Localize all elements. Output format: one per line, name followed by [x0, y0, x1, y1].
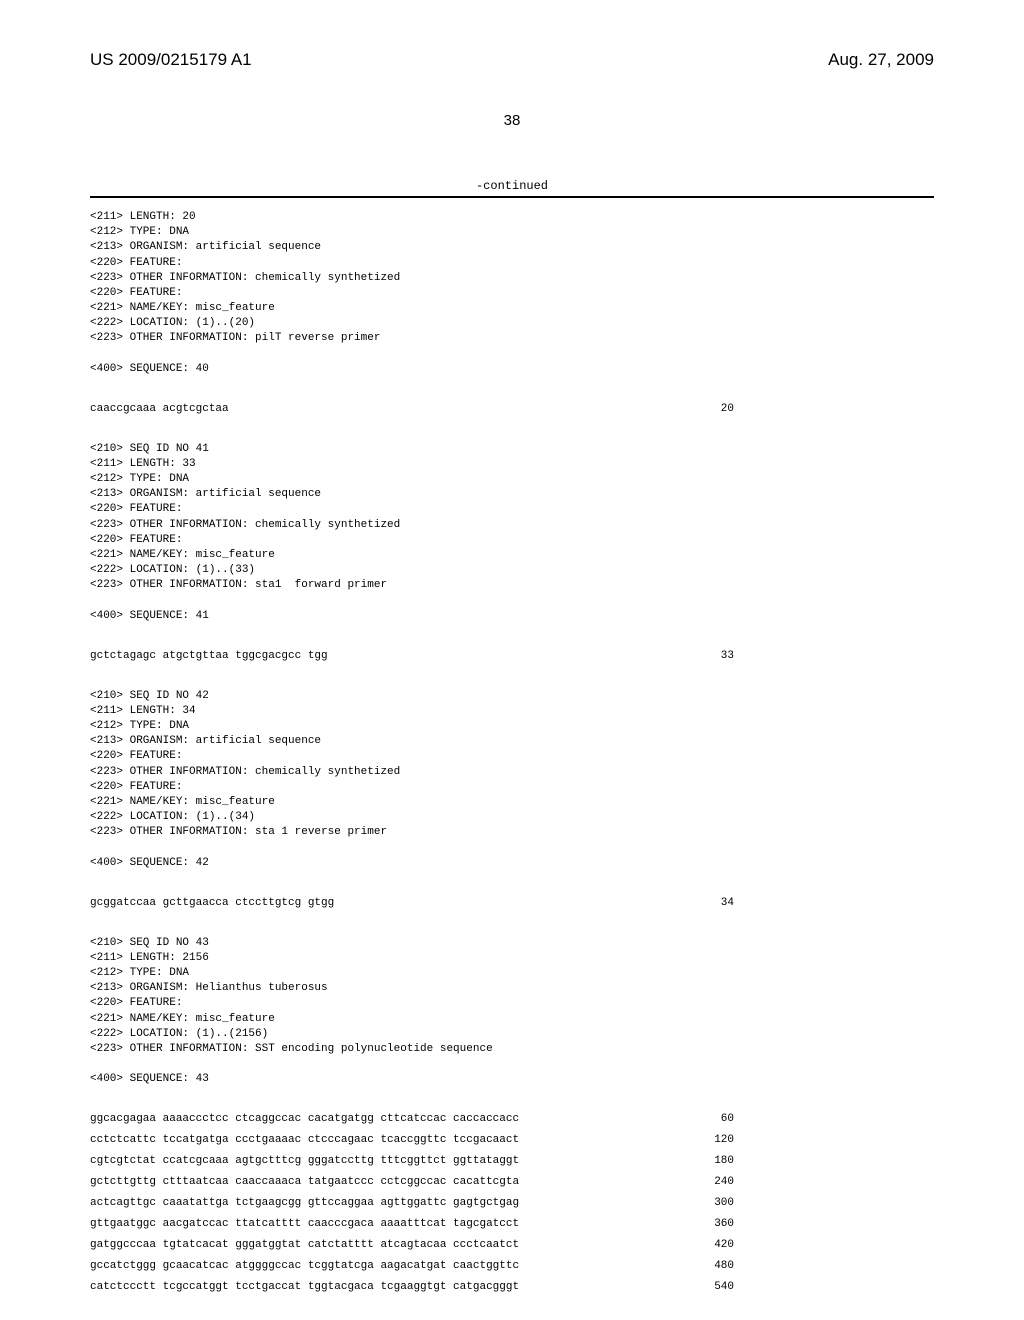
sequence-position: 480 [714, 1256, 934, 1277]
sequence-text: caaccgcaaa acgtcgctaa [90, 399, 229, 420]
sequence-position: 60 [721, 1109, 934, 1130]
sequence-position: 300 [714, 1193, 934, 1214]
sequence-row: gctctagagc atgctgttaa tggcgacgcc tgg 33 [90, 646, 934, 667]
sequence-position: 120 [714, 1130, 934, 1151]
sequence-rows: ggcacgagaa aaaaccctcc ctcaggccac cacatga… [90, 1109, 934, 1297]
sequence-position: 540 [714, 1277, 934, 1298]
page-header: US 2009/0215179 A1 Aug. 27, 2009 [90, 50, 934, 70]
sequence-text: cgtcgtctat ccatcgcaaa agtgctttcg gggatcc… [90, 1151, 519, 1172]
sequence-text: gccatctggg gcaacatcac atggggccac tcggtat… [90, 1256, 519, 1277]
sequence-rows: gcggatccaa gcttgaacca ctccttgtcg gtgg 34 [90, 893, 934, 914]
sequence-row: ggcacgagaa aaaaccctcc ctcaggccac cacatga… [90, 1109, 934, 1130]
sequence-meta: <210> SEQ ID NO 41 <211> LENGTH: 33 <212… [90, 442, 934, 624]
sequence-row: cctctcattc tccatgatga ccctgaaaac ctcccag… [90, 1130, 934, 1151]
sequence-row: cgtcgtctat ccatcgcaaa agtgctttcg gggatcc… [90, 1151, 934, 1172]
sequence-position: 360 [714, 1214, 934, 1235]
sequence-meta: <210> SEQ ID NO 42 <211> LENGTH: 34 <212… [90, 689, 934, 871]
sequence-text: cctctcattc tccatgatga ccctgaaaac ctcccag… [90, 1130, 519, 1151]
sequence-text: gcggatccaa gcttgaacca ctccttgtcg gtgg [90, 893, 334, 914]
sequence-position: 240 [714, 1172, 934, 1193]
sequence-text: actcagttgc caaatattga tctgaagcgg gttccag… [90, 1193, 519, 1214]
sequence-position: 33 [721, 646, 934, 667]
sequence-row: gccatctggg gcaacatcac atggggccac tcggtat… [90, 1256, 934, 1277]
sequence-row: gttgaatggc aacgatccac ttatcatttt caacccg… [90, 1214, 934, 1235]
sequence-row: gcggatccaa gcttgaacca ctccttgtcg gtgg 34 [90, 893, 934, 914]
sequence-position: 34 [721, 893, 934, 914]
continued-label: -continued [90, 179, 934, 193]
sequence-text: catctccctt tcgccatggt tcctgaccat tggtacg… [90, 1277, 519, 1298]
sequence-row: gatggcccaa tgtatcacat gggatggtat catctat… [90, 1235, 934, 1256]
page-number: 38 [90, 112, 934, 129]
sequence-text: gttgaatggc aacgatccac ttatcatttt caacccg… [90, 1214, 519, 1235]
sequence-position: 180 [714, 1151, 934, 1172]
page: US 2009/0215179 A1 Aug. 27, 2009 38 -con… [0, 0, 1024, 1320]
sequence-row: actcagttgc caaatattga tctgaagcgg gttccag… [90, 1193, 934, 1214]
publication-date: Aug. 27, 2009 [828, 50, 934, 70]
sequence-text: gctctagagc atgctgttaa tggcgacgcc tgg [90, 646, 328, 667]
sequence-row: catctccctt tcgccatggt tcctgaccat tggtacg… [90, 1277, 934, 1298]
sequence-row: gctcttgttg ctttaatcaa caaccaaaca tatgaat… [90, 1172, 934, 1193]
sequence-rows: gctctagagc atgctgttaa tggcgacgcc tgg 33 [90, 646, 934, 667]
sequence-text: gatggcccaa tgtatcacat gggatggtat catctat… [90, 1235, 519, 1256]
sequence-meta: <210> SEQ ID NO 43 <211> LENGTH: 2156 <2… [90, 936, 934, 1088]
publication-number: US 2009/0215179 A1 [90, 50, 252, 70]
sequence-text: gctcttgttg ctttaatcaa caaccaaaca tatgaat… [90, 1172, 519, 1193]
sequence-position: 420 [714, 1235, 934, 1256]
sequence-text: ggcacgagaa aaaaccctcc ctcaggccac cacatga… [90, 1109, 519, 1130]
sequence-meta: <211> LENGTH: 20 <212> TYPE: DNA <213> O… [90, 210, 934, 377]
rule [90, 196, 934, 198]
sequence-rows: caaccgcaaa acgtcgctaa 20 [90, 399, 934, 420]
sequence-position: 20 [721, 399, 934, 420]
sequence-listing: <211> LENGTH: 20 <212> TYPE: DNA <213> O… [90, 210, 934, 1297]
sequence-row: caaccgcaaa acgtcgctaa 20 [90, 399, 934, 420]
